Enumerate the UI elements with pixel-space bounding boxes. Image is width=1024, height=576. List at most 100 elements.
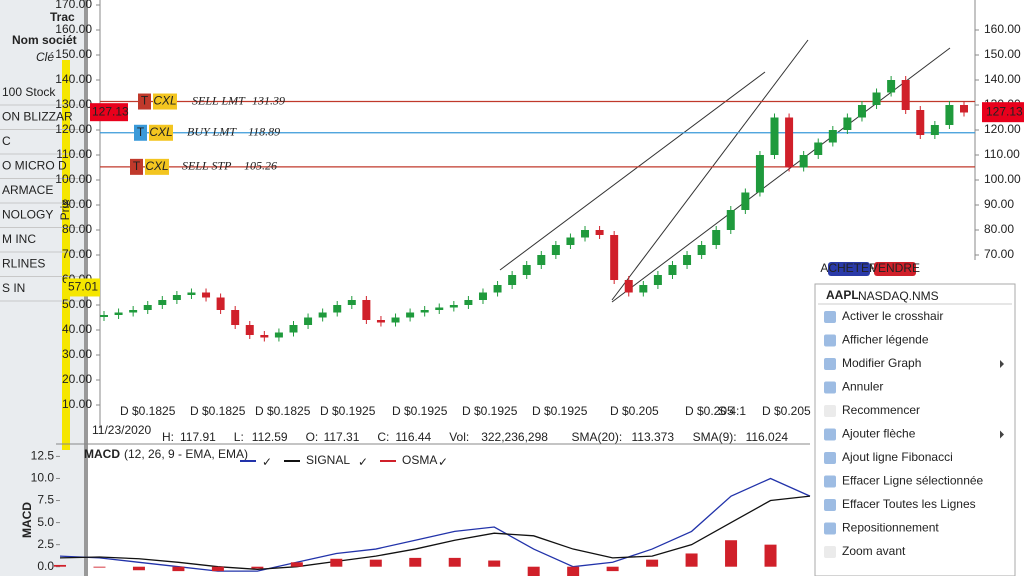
cancel-button[interactable]: CXL: [149, 125, 172, 139]
order-tag[interactable]: T: [133, 159, 141, 173]
row-label[interactable]: ON BLIZZAR: [2, 110, 73, 124]
candle: [901, 80, 910, 110]
candle: [391, 317, 400, 323]
menu-item[interactable]: Activer le crosshair: [842, 309, 943, 323]
order-tag[interactable]: T: [137, 125, 145, 139]
macd-params: (12, 26, 9 - EMA, EMA): [124, 447, 248, 461]
row-label[interactable]: 100 Stock: [2, 85, 56, 99]
candle: [770, 117, 779, 155]
dividend-label: D $0.205: [685, 404, 734, 418]
candle: [129, 310, 138, 313]
osma-bar: [764, 544, 777, 567]
y-tick-label: 0.0: [37, 559, 54, 573]
button-bg[interactable]: [828, 262, 870, 276]
cursor-price: 57.01: [68, 280, 98, 294]
osma-bar: [646, 559, 659, 567]
y-tick-label: 12.5: [31, 449, 55, 463]
candle: [478, 292, 487, 300]
trade-button[interactable]: ACHETER: [820, 261, 878, 275]
candle: [260, 335, 269, 338]
dividend-label: D $0.1925: [462, 404, 518, 418]
menu-icon: [824, 358, 836, 370]
y-tick-label: 100.00: [55, 172, 92, 186]
info-label: H:: [162, 430, 174, 444]
menu-symbol: AAPL: [826, 288, 859, 302]
candle: [960, 105, 968, 113]
candle: [799, 155, 808, 168]
osma-bar: [488, 560, 501, 567]
row-label[interactable]: M INC: [2, 232, 36, 246]
last-price: 127.13: [986, 104, 1023, 118]
y-tick-label: 40.00: [62, 322, 92, 336]
osma-bar: [606, 566, 619, 572]
menu-item[interactable]: Afficher légende: [842, 333, 929, 347]
menu-item[interactable]: Annuler: [842, 380, 883, 394]
menu-item: Recommencer: [842, 403, 920, 417]
y-tick-label: 7.5: [37, 493, 54, 507]
osma-bar: [330, 558, 343, 567]
y-tick-label: 120.00: [55, 122, 92, 136]
menu-icon: [824, 311, 836, 323]
candle: [551, 245, 560, 255]
dividend-label: D $0.1925: [532, 404, 588, 418]
trade-button[interactable]: VENDRE: [870, 261, 920, 275]
menu-icon: [824, 428, 836, 441]
row-label[interactable]: C: [2, 134, 11, 148]
macd-line: [59, 477, 811, 572]
menu-item[interactable]: Ajouter flèche: [842, 427, 916, 441]
y-tick-label: 170.00: [55, 0, 92, 11]
menu-item[interactable]: Effacer Toutes les Lignes: [842, 497, 976, 511]
candle: [595, 230, 604, 235]
candle: [508, 275, 517, 285]
cancel-button[interactable]: CXL: [153, 94, 176, 108]
button-bg[interactable]: [874, 262, 916, 276]
macd-title: MACD: [84, 447, 120, 461]
y-tick-label: 130.00: [55, 97, 92, 111]
dividend-label: D $0.1825: [190, 404, 246, 418]
candle: [216, 297, 225, 310]
row-label[interactable]: NOLOGY: [2, 208, 53, 222]
info-value: 113.373: [632, 430, 675, 444]
order-tag[interactable]: T: [141, 94, 149, 108]
row-label[interactable]: RLINES: [2, 257, 45, 271]
row-label[interactable]: O MICRO D: [2, 159, 67, 173]
candle: [347, 300, 356, 305]
y-tick-label: 140.00: [55, 72, 92, 86]
order-price: 131.39: [252, 93, 285, 107]
y-tick-label: 50.00: [62, 297, 92, 311]
cancel-button[interactable]: CXL: [145, 159, 168, 173]
menu-item[interactable]: Effacer Ligne sélectionnée: [842, 474, 984, 488]
menu-icon: [824, 499, 836, 511]
menu-icon: [824, 334, 836, 347]
row-label[interactable]: S IN: [2, 281, 25, 295]
candle: [683, 255, 692, 265]
order-side: BUY LMT: [187, 125, 237, 139]
menu-item[interactable]: Ajout ligne Fibonacci: [842, 450, 953, 464]
candle: [872, 92, 881, 105]
osma-bar: [685, 553, 698, 567]
info-label: O:: [306, 430, 319, 444]
row-label[interactable]: ARMACE: [2, 183, 53, 197]
cursor-price-bg: [66, 278, 100, 297]
candle: [828, 130, 837, 143]
order-tag-bg: [134, 124, 147, 141]
candle: [887, 80, 896, 93]
candle: [362, 300, 371, 320]
dividend-label: S 4:1: [718, 404, 746, 418]
candle: [376, 320, 385, 323]
osma-bar: [172, 566, 185, 572]
menu-item[interactable]: Repositionnement: [842, 521, 939, 535]
candle: [114, 312, 123, 315]
y2-tick-label: 160.00: [984, 22, 1021, 36]
menu-item[interactable]: Modifier Graph: [842, 356, 921, 370]
candle: [202, 292, 211, 298]
info-value: 322,236,298: [481, 430, 548, 444]
submenu-arrow: [1000, 360, 1004, 368]
y-axis-label: MACD: [20, 502, 34, 538]
candle: [435, 307, 444, 310]
legend-check: ✓: [262, 455, 272, 469]
candle: [755, 155, 764, 193]
y-tick-label: 10.0: [31, 471, 55, 485]
info-label: C:: [377, 430, 389, 444]
dividend-label: D $0.205: [762, 404, 811, 418]
